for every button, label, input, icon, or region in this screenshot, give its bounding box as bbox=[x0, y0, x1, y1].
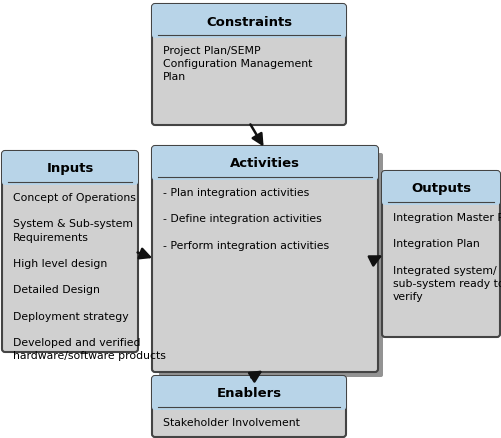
Text: Concept of Operations

System & Sub-system
Requirements

High level design

Deta: Concept of Operations System & Sub-syste… bbox=[13, 193, 165, 360]
Text: Outputs: Outputs bbox=[410, 182, 470, 195]
Bar bbox=[156, 28, 341, 38]
Bar bbox=[156, 399, 341, 409]
Bar bbox=[6, 175, 134, 184]
Text: Enablers: Enablers bbox=[216, 387, 281, 399]
Bar bbox=[385, 194, 495, 205]
Text: Stakeholder Involvement: Stakeholder Involvement bbox=[163, 417, 299, 427]
FancyBboxPatch shape bbox=[152, 147, 377, 180]
FancyBboxPatch shape bbox=[2, 152, 138, 352]
Text: - Plan integration activities

- Define integration activities

- Perform integr: - Plan integration activities - Define i… bbox=[163, 187, 329, 250]
FancyBboxPatch shape bbox=[152, 5, 345, 126]
FancyBboxPatch shape bbox=[2, 152, 138, 186]
Text: Constraints: Constraints bbox=[205, 15, 292, 28]
FancyBboxPatch shape bbox=[152, 376, 345, 410]
FancyBboxPatch shape bbox=[381, 172, 499, 337]
Bar bbox=[156, 170, 373, 180]
FancyBboxPatch shape bbox=[152, 5, 345, 39]
FancyBboxPatch shape bbox=[381, 172, 499, 205]
FancyBboxPatch shape bbox=[159, 154, 382, 377]
FancyBboxPatch shape bbox=[152, 147, 377, 372]
FancyBboxPatch shape bbox=[152, 376, 345, 437]
Text: Integration Master Plan

Integration Plan

Integrated system/
sub-system ready t: Integration Master Plan Integration Plan… bbox=[392, 212, 501, 301]
Text: Activities: Activities bbox=[229, 157, 300, 170]
Text: Project Plan/SEMP
Configuration Management
Plan: Project Plan/SEMP Configuration Manageme… bbox=[163, 46, 312, 82]
Text: Inputs: Inputs bbox=[46, 162, 94, 175]
